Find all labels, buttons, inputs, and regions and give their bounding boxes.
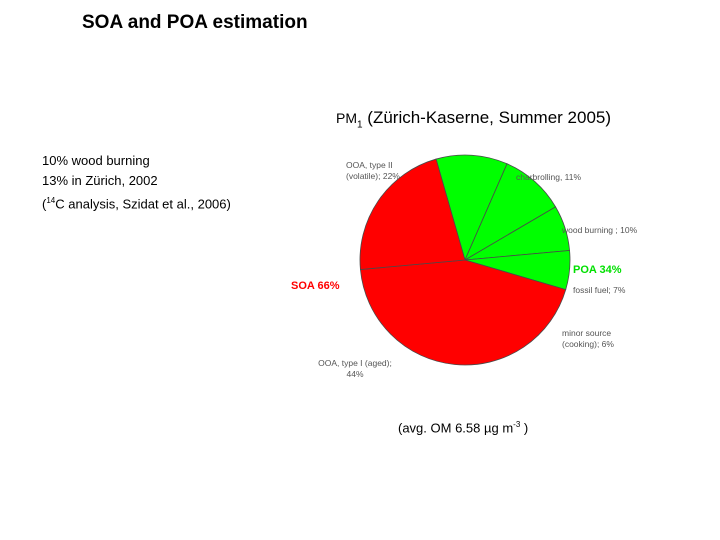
pie-slice-0 <box>435 154 508 262</box>
slice-label-5: OOA, type II <box>346 160 393 170</box>
note-line-3: (14C analysis, Szidat et al., 2006) <box>42 191 231 214</box>
group-label-0: POA 34% <box>573 264 622 276</box>
slice-label-4: OOA, type I (aged); <box>318 358 392 368</box>
avg-mu: µ <box>483 420 492 436</box>
note-line-3-sup: 14 <box>46 196 56 205</box>
pm-subscript: 1 <box>357 119 363 131</box>
note-line-2: 13% in Zürich, 2002 <box>42 173 158 188</box>
slice-label-4-line2: 44% <box>346 369 363 379</box>
slice-label-1: wood burning ; 10% <box>561 225 638 235</box>
slice-label-3-line2: (cooking); 6% <box>562 339 614 349</box>
note-line-1: 10% wood burning <box>42 153 150 168</box>
pm-label: PM <box>336 110 357 126</box>
site-period: (Zürich-Kaserne, Summer 2005) <box>362 108 612 127</box>
avg-om-note: (avg. OM 6.58 µg m-3 ) <box>398 420 528 435</box>
notes-block: 10% wood burning 13% in Zürich, 2002 (14… <box>42 151 231 214</box>
avg-suffix: ) <box>520 420 529 436</box>
slide-title: SOA and POA estimation <box>82 12 308 33</box>
avg-sup: -3 <box>513 420 521 429</box>
avg-prefix: (avg. OM 6.58 <box>398 420 484 436</box>
slice-label-5-line2: (volatile); 22% <box>346 171 400 181</box>
pie-slice-4 <box>359 259 567 366</box>
pie-slice-5 <box>359 158 466 270</box>
avg-unit: g m <box>491 420 514 436</box>
chart-subtitle: PM1 (Zürich-Kaserne, Summer 2005) <box>336 108 611 130</box>
note-line-3-prefix: ( <box>42 196 47 212</box>
slice-label-3: minor source <box>562 328 611 338</box>
note-line-3-rest: C analysis, Szidat et al., 2006) <box>55 196 231 212</box>
group-label-1: SOA 66% <box>291 280 340 292</box>
slice-label-0: charbrolling, 11% <box>516 172 581 182</box>
slice-label-2: fossil fuel; 7% <box>573 285 626 295</box>
